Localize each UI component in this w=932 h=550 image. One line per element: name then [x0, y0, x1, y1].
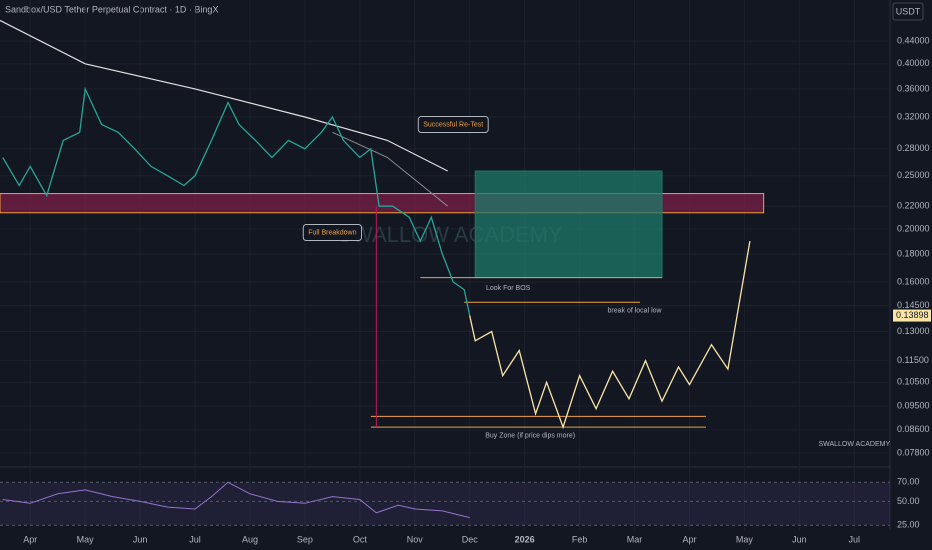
y-tick-label: 0.13000 [897, 326, 930, 336]
rsi-tick-label: 25.00 [897, 520, 920, 530]
y-tick-label: 0.11500 [897, 355, 929, 365]
y-tick-label: 0.20000 [897, 223, 930, 233]
last-price-box [893, 309, 931, 322]
y-tick-label: 0.18000 [897, 248, 930, 258]
y-tick-label: 0.28000 [897, 143, 930, 153]
x-tick-label: Jun [792, 534, 807, 544]
rsi-tick-label: 50.00 [897, 496, 920, 506]
x-tick-label: 2026 [515, 534, 535, 544]
price-line [0, 19, 448, 172]
y-tick-label: 0.07800 [897, 447, 930, 457]
x-tick-label: May [77, 534, 95, 544]
rsi-line [2, 481, 470, 519]
annotation-box [302, 223, 363, 241]
x-tick-label: May [736, 534, 754, 544]
annotation: Buy Zone (if price dips more) [485, 432, 575, 439]
currency: USDT [896, 6, 921, 16]
annotation: Successful Re-Test [423, 121, 483, 128]
y-tick-label: 0.14500 [897, 300, 930, 310]
y-tick-label: 0.40000 [897, 58, 930, 68]
chart-title: Sandbox/USD Tether Perpetual Contract · … [5, 4, 218, 14]
currency-box [892, 2, 924, 21]
y-tick-label: 0.36000 [897, 83, 930, 93]
x-tick-label: Aug [242, 534, 258, 544]
x-tick-label: Feb [572, 534, 588, 544]
y-tick-label: 0.10500 [897, 377, 930, 387]
price-line [469, 240, 751, 430]
x-tick-label: Jul [189, 534, 201, 544]
rsi-tick-label: 70.00 [897, 477, 920, 487]
x-tick-label: Sep [297, 534, 313, 544]
x-tick-label: Apr [682, 534, 696, 544]
y-tick-label: 0.09500 [897, 401, 930, 411]
annotation-box [417, 116, 489, 134]
x-tick-label: Jun [133, 534, 148, 544]
x-tick-label: Nov [407, 534, 424, 544]
y-tick-label: 0.22000 [897, 201, 930, 211]
y-tick-label: 0.08600 [897, 424, 930, 434]
x-tick-label: Oct [353, 534, 368, 544]
y-tick-label: 0.44000 [897, 36, 930, 46]
annotation: Full Breakdown [308, 229, 356, 236]
zone [474, 170, 663, 279]
y-tick-label: 0.32000 [897, 111, 930, 121]
annotation: break of local low [607, 307, 662, 314]
x-tick-label: Apr [23, 534, 37, 544]
y-tick-label: 0.16000 [897, 276, 930, 286]
price-line [332, 131, 449, 207]
x-tick-label: Jul [849, 534, 861, 544]
x-tick-label: Mar [627, 534, 643, 544]
rsi-band [0, 482, 890, 526]
last-price: 0.13898 [896, 310, 929, 320]
y-tick-label: 0.25000 [897, 170, 930, 180]
x-tick-label: Dec [462, 534, 479, 544]
annotation: SWALLOW ACADEMY [818, 441, 890, 448]
annotation: Look For BOS [486, 285, 531, 292]
price-line [2, 86, 471, 316]
